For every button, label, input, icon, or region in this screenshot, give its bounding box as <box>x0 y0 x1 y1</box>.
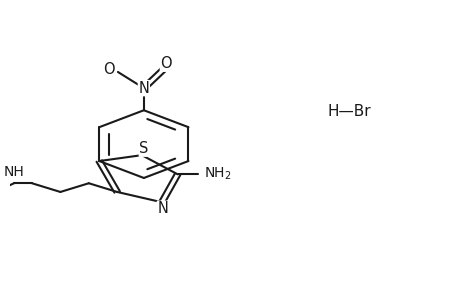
Text: S: S <box>139 141 148 156</box>
Text: H—Br: H—Br <box>327 104 371 119</box>
Text: N: N <box>157 201 168 216</box>
Text: O: O <box>103 61 114 76</box>
Text: N: N <box>138 81 149 96</box>
Text: NH: NH <box>4 165 24 179</box>
Text: O: O <box>160 56 172 71</box>
Text: NH$_2$: NH$_2$ <box>204 166 232 182</box>
